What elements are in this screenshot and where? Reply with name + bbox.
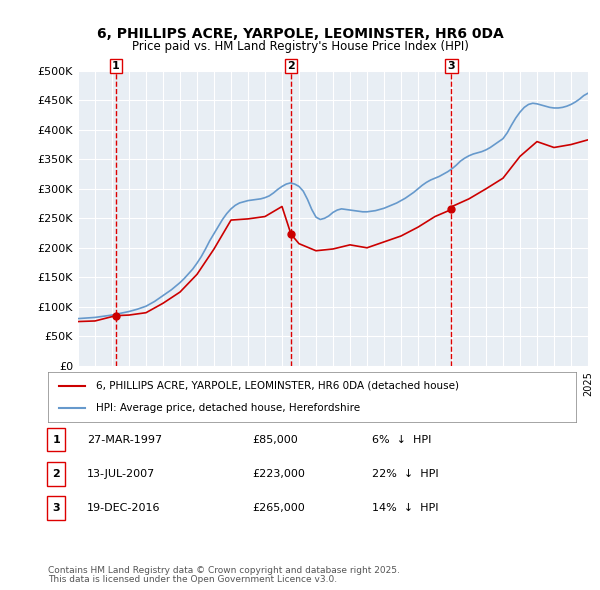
Text: 13-JUL-2007: 13-JUL-2007 bbox=[87, 469, 155, 478]
Text: 19-DEC-2016: 19-DEC-2016 bbox=[87, 503, 161, 513]
Text: This data is licensed under the Open Government Licence v3.0.: This data is licensed under the Open Gov… bbox=[48, 575, 337, 584]
Text: £223,000: £223,000 bbox=[252, 469, 305, 478]
Text: 1: 1 bbox=[112, 61, 120, 71]
Text: 2: 2 bbox=[53, 469, 60, 478]
Text: 27-MAR-1997: 27-MAR-1997 bbox=[87, 435, 162, 444]
Text: 3: 3 bbox=[448, 61, 455, 71]
Text: Contains HM Land Registry data © Crown copyright and database right 2025.: Contains HM Land Registry data © Crown c… bbox=[48, 566, 400, 575]
Text: £265,000: £265,000 bbox=[252, 503, 305, 513]
Text: 3: 3 bbox=[53, 503, 60, 513]
Text: 22%  ↓  HPI: 22% ↓ HPI bbox=[372, 469, 439, 478]
Text: HPI: Average price, detached house, Herefordshire: HPI: Average price, detached house, Here… bbox=[95, 403, 359, 413]
Text: £85,000: £85,000 bbox=[252, 435, 298, 444]
Text: 14%  ↓  HPI: 14% ↓ HPI bbox=[372, 503, 439, 513]
Text: 6, PHILLIPS ACRE, YARPOLE, LEOMINSTER, HR6 0DA (detached house): 6, PHILLIPS ACRE, YARPOLE, LEOMINSTER, H… bbox=[95, 381, 458, 391]
Text: 6, PHILLIPS ACRE, YARPOLE, LEOMINSTER, HR6 0DA: 6, PHILLIPS ACRE, YARPOLE, LEOMINSTER, H… bbox=[97, 27, 503, 41]
Text: Price paid vs. HM Land Registry's House Price Index (HPI): Price paid vs. HM Land Registry's House … bbox=[131, 40, 469, 53]
Text: 6%  ↓  HPI: 6% ↓ HPI bbox=[372, 435, 431, 444]
Text: 1: 1 bbox=[53, 435, 60, 444]
Text: 2: 2 bbox=[287, 61, 295, 71]
